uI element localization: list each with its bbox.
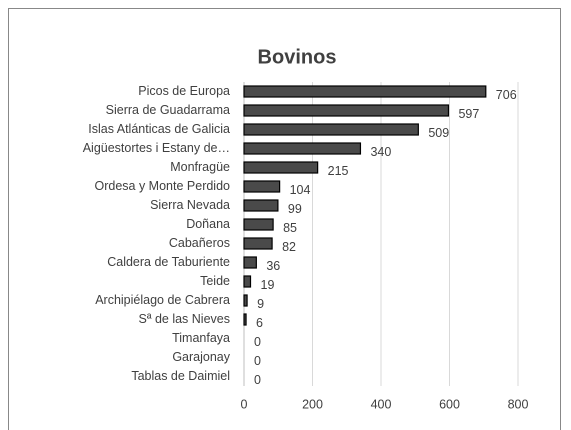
- value-label: 597: [458, 107, 479, 121]
- y-tick-label: Cabañeros: [169, 236, 230, 250]
- value-label: 6: [256, 316, 263, 330]
- value-label: 85: [283, 221, 297, 235]
- value-label: 0: [254, 354, 261, 368]
- x-tick-label: 600: [439, 397, 460, 411]
- bar: [243, 237, 273, 250]
- y-tick-label: Ordesa y Monte Perdido: [95, 179, 231, 193]
- y-tick-label: Islas Atlánticas de Galicia: [88, 122, 230, 136]
- value-label: 82: [282, 240, 296, 254]
- chart-title: Bovinos: [258, 46, 337, 68]
- bar: [243, 104, 450, 117]
- value-label: 340: [370, 145, 391, 159]
- value-label: 99: [288, 202, 302, 216]
- value-label: 706: [496, 88, 517, 102]
- bar: [243, 313, 247, 326]
- bar: [243, 256, 257, 269]
- bar: [243, 85, 487, 98]
- value-label: 104: [290, 183, 311, 197]
- bar: [243, 161, 319, 174]
- bar: [243, 199, 279, 212]
- bar: [243, 180, 281, 193]
- y-tick-label: Caldera de Taburiente: [107, 255, 230, 269]
- y-tick-label: Picos de Europa: [138, 84, 230, 98]
- y-tick-label: Tablas de Daimiel: [131, 369, 230, 383]
- y-tick-label: Garajonay: [172, 350, 230, 364]
- y-tick-label: Sierra Nevada: [150, 198, 230, 212]
- x-tick-label: 200: [302, 397, 323, 411]
- chart-frame: [8, 8, 561, 430]
- bar: [243, 123, 419, 136]
- value-label: 9: [257, 297, 264, 311]
- x-tick-label: 0: [241, 397, 248, 411]
- y-tick-label: Aigüestortes i Estany de…: [83, 141, 230, 155]
- bar: [243, 142, 362, 155]
- value-label: 215: [328, 164, 349, 178]
- value-label: 19: [261, 278, 275, 292]
- y-tick-label: Teide: [200, 274, 230, 288]
- bar: [243, 294, 248, 307]
- y-tick-label: Sª de las Nieves: [139, 312, 230, 326]
- x-tick-label: 800: [508, 397, 529, 411]
- bar: [243, 218, 274, 231]
- value-label: 0: [254, 373, 261, 387]
- value-label: 36: [266, 259, 280, 273]
- y-tick-label: Doñana: [186, 217, 230, 231]
- y-tick-label: Monfragüe: [170, 160, 230, 174]
- bar: [243, 275, 252, 288]
- x-tick-label: 400: [371, 397, 392, 411]
- y-tick-label: Timanfaya: [172, 331, 230, 345]
- y-tick-label: Archipiélago de Cabrera: [95, 293, 230, 307]
- value-label: 0: [254, 335, 261, 349]
- y-tick-label: Sierra de Guadarrama: [106, 103, 230, 117]
- value-label: 509: [428, 126, 449, 140]
